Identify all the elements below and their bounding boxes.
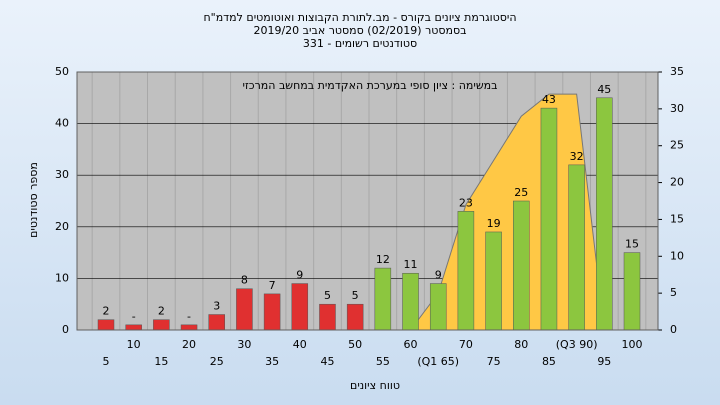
annotation: במשימה : ציון סופי במערכת האקדמית במחשב …: [243, 79, 498, 92]
value-label: 45: [597, 83, 611, 96]
x-tick-label: 40: [293, 338, 307, 351]
x-tick-label: (Q1 65): [417, 355, 459, 368]
x-tick-label: 20: [182, 338, 196, 351]
value-label: 7: [269, 279, 276, 292]
bar: [319, 303, 336, 331]
value-label: -: [132, 310, 136, 323]
bar: [623, 252, 641, 331]
value-label: 5: [324, 289, 331, 302]
value-label: 19: [487, 217, 501, 230]
x-tick-label: 25: [210, 355, 224, 368]
title-line: סטודנטים רשומים - 331: [303, 37, 417, 50]
bar: [180, 324, 198, 331]
bar: [263, 293, 281, 331]
bar: [208, 314, 225, 331]
value-label: 5: [352, 289, 359, 302]
bar: [153, 319, 170, 331]
title-line: היסטוגרמת ציונים בקורס - מב.לתורת הקבוצו…: [203, 11, 516, 24]
bar: [596, 97, 613, 331]
value-label: 2: [103, 305, 110, 318]
value-label: 32: [570, 150, 584, 163]
value-label: 3: [213, 300, 220, 313]
x-tick-label: 10: [127, 338, 141, 351]
y2-tick-label: 15: [670, 212, 684, 225]
x-tick-label: 85: [542, 355, 556, 368]
y2-tick-label: 30: [670, 102, 684, 115]
y-tick-label: 50: [55, 65, 69, 78]
y2-tick-label: 35: [670, 65, 684, 78]
value-label: 23: [459, 196, 473, 209]
bar: [485, 231, 502, 331]
x-axis-label: טווח ציונים: [350, 379, 400, 392]
bar: [236, 288, 253, 331]
bar: [346, 303, 364, 331]
value-label: -: [187, 310, 191, 323]
value-label: 43: [542, 93, 556, 106]
x-tick-label: 35: [265, 355, 279, 368]
y-tick-label: 40: [55, 117, 69, 130]
y2-tick-label: 0: [670, 323, 677, 336]
x-tick-label: 60: [404, 338, 418, 351]
x-tick-label: 75: [487, 355, 501, 368]
x-tick-label: 45: [320, 355, 334, 368]
bar: [540, 107, 558, 331]
value-label: 9: [296, 269, 303, 282]
value-label: 8: [241, 274, 248, 287]
bar: [402, 272, 419, 331]
value-label: 11: [404, 258, 418, 271]
x-tick-label: 5: [103, 355, 110, 368]
y-tick-label: 30: [55, 168, 69, 181]
value-label: 2: [158, 305, 165, 318]
bar: [457, 211, 475, 331]
y-tick-label: 20: [55, 220, 69, 233]
x-tick-label: 30: [237, 338, 251, 351]
y-tick-label: 0: [62, 323, 69, 336]
x-tick-label: (Q3 90): [556, 338, 598, 351]
bar: [291, 283, 309, 331]
y2-tick-label: 20: [670, 176, 684, 189]
bar: [97, 319, 115, 331]
x-tick-label: 55: [376, 355, 390, 368]
value-label: 15: [625, 238, 639, 251]
x-tick-label: 70: [459, 338, 473, 351]
bar: [374, 267, 392, 331]
bar: [568, 164, 585, 331]
x-tick-label: 80: [514, 338, 528, 351]
value-label: 25: [514, 186, 528, 199]
y-tick-label: 10: [55, 271, 69, 284]
bar: [513, 200, 530, 331]
value-label: 9: [435, 269, 442, 282]
bar: [125, 324, 142, 331]
value-label: 12: [376, 253, 390, 266]
y2-tick-label: 25: [670, 139, 684, 152]
x-tick-label: 50: [348, 338, 362, 351]
y-axis-label: מספר סטודנטים: [27, 162, 40, 238]
plot-frame: [76, 71, 659, 331]
title-line: בסמסטר (02/2019) סמסטר אביב 2019/20: [253, 24, 466, 37]
x-tick-label: 95: [597, 355, 611, 368]
x-tick-label: 100: [622, 338, 643, 351]
x-tick-label: 15: [154, 355, 168, 368]
bar: [429, 283, 447, 331]
y2-tick-label: 5: [670, 286, 677, 299]
y2-tick-label: 10: [670, 249, 684, 262]
